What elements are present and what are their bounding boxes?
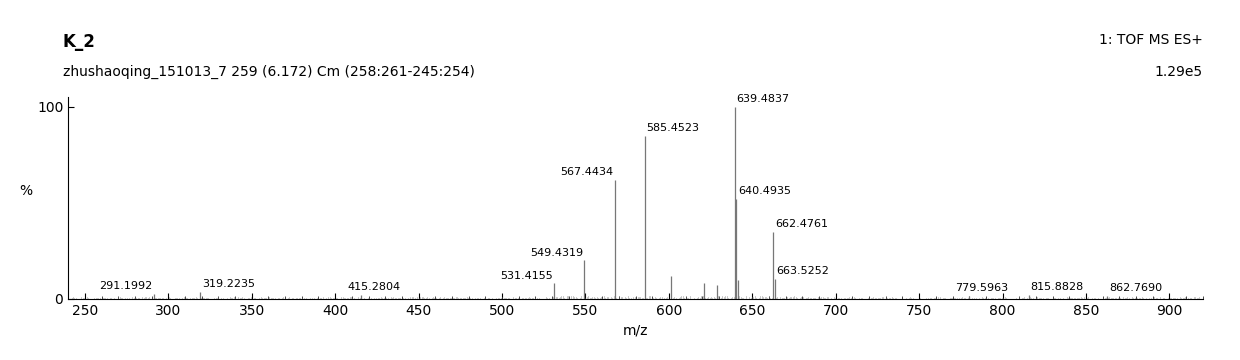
Text: 639.4837: 639.4837	[737, 94, 790, 104]
Y-axis label: %: %	[20, 184, 32, 198]
Text: 567.4434: 567.4434	[559, 167, 613, 177]
Text: 779.5963: 779.5963	[955, 283, 1008, 293]
Text: 319.2235: 319.2235	[202, 279, 255, 289]
Text: 549.4319: 549.4319	[529, 248, 583, 257]
Text: 640.4935: 640.4935	[738, 186, 791, 196]
X-axis label: m/z: m/z	[622, 323, 649, 337]
Text: 662.4761: 662.4761	[775, 219, 828, 229]
Text: 1: TOF MS ES+: 1: TOF MS ES+	[1099, 33, 1203, 47]
Text: zhushaoqing_151013_7 259 (6.172) Cm (258:261-245:254): zhushaoqing_151013_7 259 (6.172) Cm (258…	[62, 65, 475, 79]
Text: 862.7690: 862.7690	[1109, 283, 1162, 293]
Text: K_2: K_2	[62, 33, 95, 51]
Text: 291.1992: 291.1992	[99, 281, 153, 291]
Text: 415.2804: 415.2804	[347, 282, 401, 292]
Text: 815.8828: 815.8828	[1030, 283, 1084, 292]
Text: 663.5252: 663.5252	[776, 266, 830, 276]
Text: 531.4155: 531.4155	[500, 271, 553, 280]
Text: 585.4523: 585.4523	[646, 123, 699, 133]
Text: 1.29e5: 1.29e5	[1154, 65, 1203, 79]
